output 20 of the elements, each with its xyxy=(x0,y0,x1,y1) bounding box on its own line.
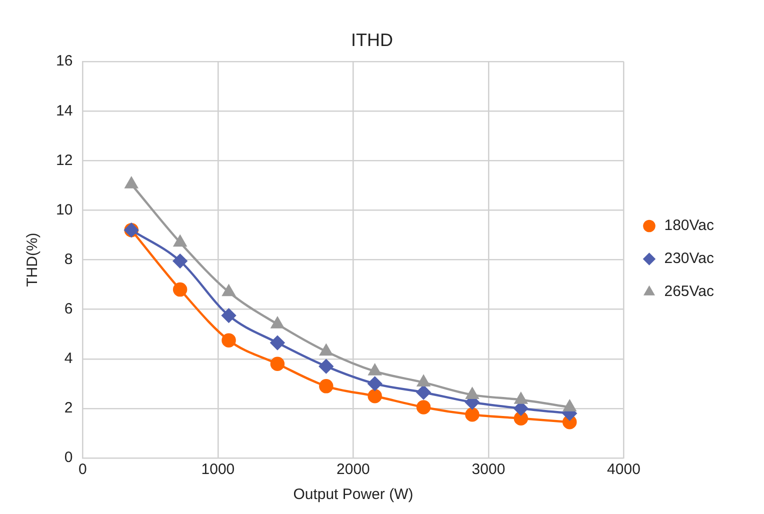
x-tick-label: 3000 xyxy=(472,461,506,478)
y-tick-label: 8 xyxy=(64,250,73,268)
y-tick-label: 0 xyxy=(64,449,73,466)
x-tick-label: 2000 xyxy=(336,461,370,478)
y-tick-label: 4 xyxy=(64,350,73,368)
y-tick-label: 14 xyxy=(56,102,73,120)
legend-label: 265Vac xyxy=(664,283,714,300)
y-tick-label: 10 xyxy=(56,201,73,218)
y-tick-label: 6 xyxy=(64,300,73,318)
y-axis-title: THD(%) xyxy=(24,232,42,287)
y-tick-label: 2 xyxy=(64,400,73,417)
x-tick-label: 1000 xyxy=(201,461,235,478)
legend-label: 180Vac xyxy=(664,217,714,234)
x-tick-label: 0 xyxy=(78,461,87,478)
y-tick-label: 12 xyxy=(56,152,73,169)
x-tick-label: 4000 xyxy=(607,461,640,478)
y-tick-label: 16 xyxy=(56,52,73,70)
legend-label: 230Vac xyxy=(664,250,714,268)
x-axis-title: Output Power (W) xyxy=(293,486,414,504)
chart-title: ITHD xyxy=(351,30,393,50)
